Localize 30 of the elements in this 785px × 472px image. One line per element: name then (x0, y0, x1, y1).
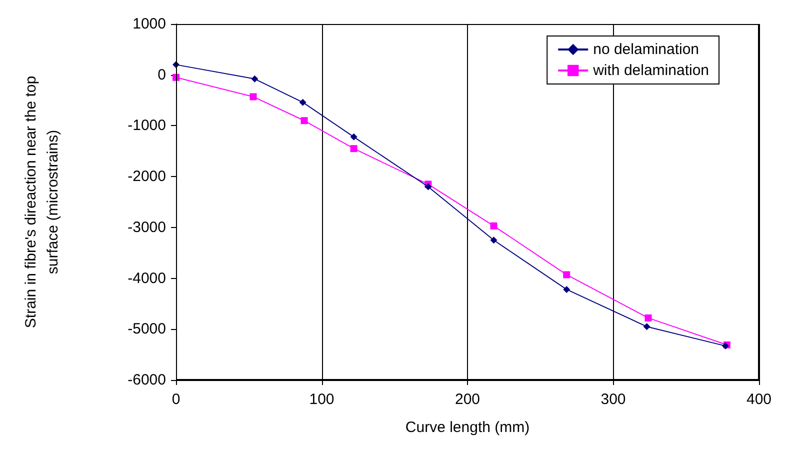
point (424, 183, 432, 190)
point (644, 314, 652, 322)
y-tick-label: -2000 (128, 168, 166, 186)
y-tick-label: -3000 (128, 218, 166, 236)
point (299, 98, 306, 106)
y-tick-label: 0 (158, 66, 166, 84)
y-tick-label: 1000 (132, 16, 166, 32)
x-tick-label: 400 (746, 391, 772, 408)
point (490, 236, 498, 244)
legend-label: no delamination (593, 41, 700, 58)
y-tick-label: -5000 (128, 320, 166, 338)
point (250, 93, 257, 100)
point (563, 271, 570, 278)
point (563, 286, 570, 293)
x-tick-label: 100 (309, 391, 334, 408)
point (643, 323, 650, 330)
point (350, 145, 358, 152)
point (350, 133, 358, 140)
x-axis-title: Curve length (mm) (405, 419, 530, 436)
y-tick-label: -4000 (128, 270, 166, 287)
point (251, 75, 258, 82)
legend-label: with delamination (592, 62, 710, 79)
x-tick-label: 0 (172, 391, 180, 408)
point (490, 222, 498, 230)
x-tick-label: 200 (454, 391, 480, 408)
y-tick-label: -1000 (128, 117, 166, 134)
x-tick-label: 300 (600, 391, 626, 408)
point (300, 117, 308, 124)
y-tick-label: -6000 (128, 372, 166, 388)
y-axis-title: Strain in fibre's direaction near the top surface (microstrains) (22, 76, 62, 328)
